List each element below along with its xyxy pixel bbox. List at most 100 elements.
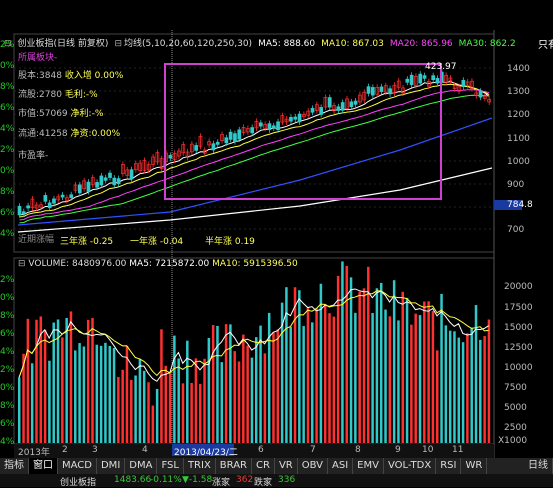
- volume-tick: 10000: [504, 363, 533, 373]
- volume-bar: [194, 358, 198, 443]
- pct-label: 0%: [0, 166, 15, 176]
- net-assets: 净资:0.00%: [70, 129, 121, 139]
- tab-vol-tdx[interactable]: VOL-TDX: [384, 458, 437, 474]
- chart-header: ⊟ 创业板指(日线 前复权) ⊟ 均线(5,10,20,60,120,250,30) M…: [4, 36, 522, 49]
- candle-body: [146, 164, 151, 171]
- candle-body: [427, 81, 431, 87]
- tab-dmi[interactable]: DMI: [97, 458, 126, 474]
- status-change-pct: -0.11%: [150, 475, 182, 485]
- tab-vr[interactable]: VR: [275, 458, 298, 474]
- volume-bar: [427, 301, 430, 443]
- tab-indicators[interactable]: 指标: [0, 458, 29, 474]
- volume-bar: [367, 266, 370, 443]
- cursor-date-label: 2013/04/23/二: [174, 448, 238, 458]
- month-label: 6: [258, 445, 264, 455]
- pct-label: 2%: [0, 40, 15, 50]
- candle-body: [336, 106, 341, 111]
- volume-bar: [112, 347, 116, 443]
- share-count: 股本:3848: [18, 71, 62, 81]
- price-tick: 1200: [507, 110, 530, 120]
- candle-body: [401, 87, 405, 94]
- price-tick: 1100: [507, 134, 530, 144]
- status-bar: 创业板指 1483.66 -0.11% ▼-1.58 涨家 362 跌家 336: [0, 474, 553, 488]
- volume-bar: [30, 363, 34, 443]
- volume-tick: 17500: [504, 303, 533, 313]
- volume-bar: [56, 319, 60, 443]
- candle-body: [254, 121, 259, 129]
- candle-body: [297, 113, 302, 123]
- volume-bar: [65, 317, 68, 443]
- candle-body: [26, 205, 30, 209]
- ma5-line: [19, 80, 490, 216]
- tab-brar[interactable]: BRAR: [216, 458, 252, 474]
- volume-ma5-line: [18, 288, 489, 382]
- sector-label: 所属板块-: [18, 53, 58, 63]
- volume-bar: [48, 360, 51, 443]
- year-label: 2013年: [18, 448, 50, 458]
- candle-body: [452, 85, 457, 89]
- volume-bar: [78, 343, 81, 443]
- volume-bar: [379, 282, 383, 443]
- candle-body: [302, 114, 306, 118]
- tab-daily[interactable]: 日线: [524, 458, 553, 474]
- volume-bar: [444, 325, 448, 443]
- tab-asi[interactable]: ASI: [328, 458, 354, 474]
- volume-bar: [242, 334, 245, 443]
- candle-body: [349, 101, 354, 108]
- tab-window[interactable]: 窗口: [29, 458, 58, 474]
- candle-body: [487, 98, 492, 103]
- volume-bar: [52, 322, 55, 443]
- ma5-value: MA5: 888.60: [258, 39, 316, 49]
- candle-body: [422, 75, 427, 79]
- candle-body: [392, 84, 397, 94]
- candle-body: [323, 97, 328, 108]
- candle-body: [207, 141, 211, 146]
- month-label: 8: [355, 445, 361, 455]
- volume-bar: [315, 308, 318, 443]
- tab-macd[interactable]: MACD: [58, 458, 97, 474]
- pct-label: 2%: [0, 365, 15, 375]
- candle-body: [319, 107, 323, 115]
- collapse-icon[interactable]: ⊟: [4, 39, 12, 49]
- tab-cr[interactable]: CR: [252, 458, 275, 474]
- candle-body: [86, 181, 91, 192]
- recent-change-label: 近期涨幅: [18, 235, 55, 245]
- tab-rsi[interactable]: RSI: [436, 458, 462, 474]
- volume-bar: [164, 365, 168, 443]
- ma-settings-icon[interactable]: ⊟: [114, 39, 122, 49]
- candle-body: [82, 180, 86, 190]
- candle-body: [39, 204, 43, 208]
- info-row-float: 流股:2780 毛利:-%: [18, 87, 98, 100]
- candle-body: [90, 177, 95, 186]
- candle-body: [224, 137, 229, 144]
- candle-body: [177, 150, 181, 157]
- candle-body: [327, 97, 332, 108]
- candle-body: [250, 127, 255, 134]
- volume-bar: [479, 339, 482, 443]
- candle-body: [465, 81, 470, 87]
- tab-obv[interactable]: OBV: [298, 458, 328, 474]
- candle-body: [362, 91, 367, 101]
- volume-collapse-icon[interactable]: ⊟: [18, 259, 26, 269]
- candle-body: [409, 74, 414, 85]
- candle-body: [457, 86, 461, 92]
- tab-fsl[interactable]: FSL: [157, 458, 184, 474]
- volume-bar: [220, 362, 224, 443]
- candle-body: [237, 129, 242, 140]
- volume-bar: [392, 280, 396, 443]
- peak-price-label: 423.97: [425, 62, 457, 72]
- volume-bar: [237, 361, 241, 443]
- tab-wr[interactable]: WR: [461, 458, 488, 474]
- pct-label: 8%: [0, 401, 15, 411]
- volume-bar: [18, 377, 21, 443]
- candle-body: [306, 110, 311, 116]
- candle-body: [474, 92, 479, 96]
- tab-dma[interactable]: DMA: [125, 458, 158, 474]
- candle-body: [366, 86, 371, 94]
- pct-label: 6%: [0, 329, 15, 339]
- candle-body: [172, 152, 177, 161]
- tab-emv[interactable]: EMV: [353, 458, 384, 474]
- last-price-marker: [494, 200, 522, 210]
- ma20-line: [19, 89, 490, 221]
- tab-trix[interactable]: TRIX: [184, 458, 216, 474]
